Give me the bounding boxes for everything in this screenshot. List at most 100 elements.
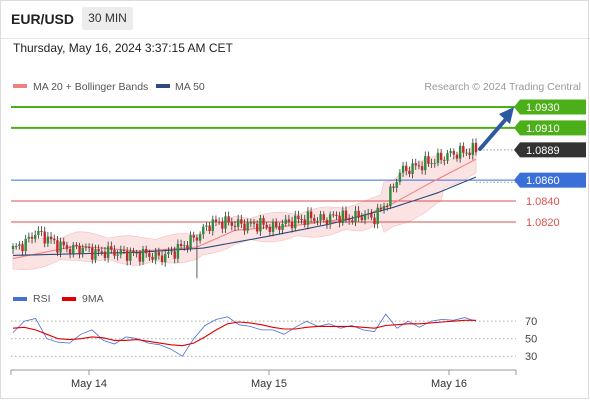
candle [106,241,110,263]
candle [344,206,348,223]
candle-body [281,224,284,230]
candle-body [211,219,214,232]
candle-body [230,222,234,226]
candle-body [335,214,338,216]
candle-body [167,251,170,254]
candle-body [122,249,126,251]
candle [179,239,183,250]
candle-body [33,234,37,239]
candle [249,218,253,228]
candle [160,251,164,266]
level-1-0860-badge-pointer [514,172,520,188]
candle [424,151,427,175]
candle-body [186,245,189,249]
candle-body [87,247,91,249]
candle [357,206,360,222]
candle [379,204,383,213]
candle-body [94,249,97,260]
candle-body [97,249,100,252]
level-1-0889-label: 1.0889 [526,145,560,157]
candle-body [129,250,132,261]
candle [452,148,456,160]
candle [319,210,322,226]
candle-body [379,207,383,210]
candle [129,247,132,265]
candle [427,151,430,167]
candle [446,149,449,164]
candle [43,226,46,248]
candle [135,249,138,258]
candle [297,210,300,224]
level-1-0930-badge [520,99,586,115]
candle-body [75,244,78,246]
candle [373,213,376,229]
candle [227,211,230,226]
candle-body [119,249,123,255]
rsi-series-lines [12,313,477,357]
timeframe-badge[interactable]: 30 MIN [82,7,133,30]
candle [436,148,440,167]
candle-body [43,231,46,244]
candle-body [144,248,148,254]
candle [411,158,414,179]
candle [122,245,126,255]
candle-body [401,165,405,173]
candle [81,244,84,258]
candle [208,222,211,235]
candle [386,203,389,211]
forecast-arrow [478,107,514,151]
candle [382,202,386,214]
ma20-legend-swatch [13,84,27,88]
candle [322,211,325,223]
candle [300,214,303,224]
candle-body [433,163,436,165]
candle-body [240,219,243,224]
candle-body [164,253,167,263]
candle-body [243,223,246,231]
candle-body [287,219,291,222]
candle [65,241,69,253]
ma50-legend-swatch [156,84,170,88]
candle [40,226,43,237]
candle-body [360,217,364,220]
candle-body [465,152,468,154]
candle-body [135,252,138,254]
candle-body [62,241,65,246]
level-1-0860-badge [520,172,586,188]
candle-body [170,251,173,253]
candle [405,161,408,176]
candle [141,245,145,265]
candle [75,242,78,250]
candle-body [113,249,116,256]
candle [195,234,199,279]
candle [18,241,21,250]
candle-body [357,210,360,218]
candle-body [84,247,88,249]
candle-body [81,247,84,254]
candle [192,231,195,243]
candle [125,247,129,266]
candle [341,206,345,226]
candle-body [366,213,370,215]
candle-body [319,214,322,221]
candle [84,243,88,252]
candle-body [392,186,395,188]
candle [366,208,370,220]
candle [398,169,402,185]
candle [332,211,335,218]
candle-body [278,226,281,230]
candle-body [246,222,249,231]
candle [449,148,452,158]
candle [395,178,398,193]
candle [148,249,151,261]
chart-datetime: Thursday, May 16, 2024 3:37:15 AM CET [13,41,233,55]
candle [27,232,31,243]
candle [471,138,475,160]
candle [62,237,65,250]
candle [183,240,186,251]
candle-body [21,244,24,252]
candle-body [106,246,110,258]
candle [316,217,319,226]
candle [119,245,123,259]
ma9-legend-swatch [62,297,76,301]
